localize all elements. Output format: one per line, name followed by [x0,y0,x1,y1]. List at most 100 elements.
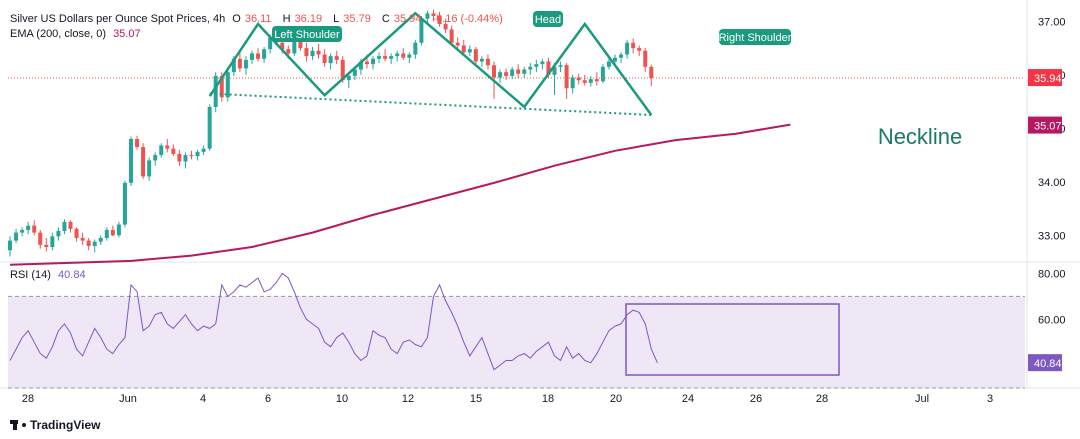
ohlc-open: O 36.11 [232,13,272,25]
tradingview-dot-icon [22,423,26,427]
y-tick-label: 34.00 [1038,177,1066,189]
candle-body [619,54,624,58]
candle-body [8,240,12,251]
candle-body [558,65,563,67]
candle-body [280,42,285,50]
rsi-band-fill [8,296,1025,388]
candle-body [358,61,363,70]
candle-body [183,155,188,162]
candle-body [346,75,351,81]
x-tick-label: 20 [610,393,622,405]
candle-body [401,53,406,58]
candle-body [286,49,291,54]
candle-body [625,42,630,55]
last-price-tag-bg [1028,69,1062,87]
candle-body [588,79,593,83]
candle-body [26,225,31,230]
candle-body [171,148,176,154]
candle-body [135,139,140,148]
candle-body [389,56,394,59]
ema200-line [9,123,791,266]
candle-body [364,61,369,65]
x-tick-label: 15 [470,393,482,405]
candle-body [219,75,224,98]
candle-body [129,139,133,183]
candle-body [322,54,327,64]
ema-legend: EMA (200, close, 0) 35.07 [10,27,145,41]
rsi-label: RSI (14) [10,269,51,281]
candle-body [594,79,599,82]
candle-body [467,49,472,53]
candle-body [564,65,569,89]
ema-value-tag-bg [1028,116,1062,134]
candle-body [14,232,19,241]
candle-body [473,49,478,62]
right-shoulder-label-bg [719,29,791,45]
candle-body [62,221,67,231]
x-tick-label: 12 [402,393,414,405]
candle-body [20,229,25,233]
symbol-title: Silver US Dollars per Ounce Spot Prices,… [10,13,226,25]
candle-body [570,77,575,89]
tradingview-logo[interactable]: TradingView [10,418,100,432]
ohlc-high: H 36.19 [282,13,323,25]
candle-body [576,77,581,81]
candle-body [534,64,539,67]
candle-body [437,16,442,25]
neckline-label: Neckline [878,124,962,149]
price-legend: Silver US Dollars per Ounce Spot Prices,… [10,12,507,26]
x-tick-label: Jun [119,393,137,405]
candle-body [413,42,418,55]
candle-body [419,18,424,43]
candle-body [207,106,212,149]
rsi-highlight-box [625,303,840,376]
candle-body [310,50,315,57]
left-shoulder-label: Left Shoulder [274,29,340,41]
candle-body [316,50,321,55]
candle-body [165,145,170,149]
y-tick-label: 37.00 [1038,16,1066,28]
candle-body [262,49,267,59]
x-tick-label: 28 [22,393,34,405]
candle-body [522,69,527,74]
candle-body [443,24,448,30]
candle-body [86,240,91,246]
candle-body [256,53,261,59]
neckline-dotted [209,92,652,116]
rsi-y-tick-label: 80.00 [1038,268,1066,280]
last-price-tag: 35.94 [1034,73,1062,85]
ohlc-change: -0.16 (-0.44%) [432,13,503,25]
candle-body [32,225,37,233]
x-tick-label: 18 [542,393,554,405]
candle-body [104,229,109,238]
ohlc-low: L 35.79 [333,13,371,25]
candle-body [600,66,605,82]
candle-body [510,69,515,76]
candle-body [250,53,254,60]
candle-body [498,72,503,78]
head-label: Head [535,14,561,26]
candle-body [383,56,388,59]
candle-body [582,80,587,83]
candle-body [225,72,230,98]
candle-body [201,148,206,152]
candle-body [340,59,345,81]
ema-value: 35.07 [113,28,141,40]
candle-body [504,72,509,76]
candle-body [492,65,496,78]
candle-body [631,42,636,49]
candle-body [231,58,236,73]
candle-body [334,56,339,60]
candle-body [122,182,127,225]
candle-body [74,228,79,238]
candle-body [431,13,436,17]
x-tick-label: Jul [915,393,929,405]
candle-body [38,232,43,245]
rsi-value-tag: 40.84 [1034,358,1062,370]
candle-body [141,147,146,177]
rsi-legend: RSI (14) 40.84 [10,268,90,282]
rsi-value-tag-bg [1028,354,1062,372]
candle-body [407,54,412,58]
candle-body [110,229,115,236]
